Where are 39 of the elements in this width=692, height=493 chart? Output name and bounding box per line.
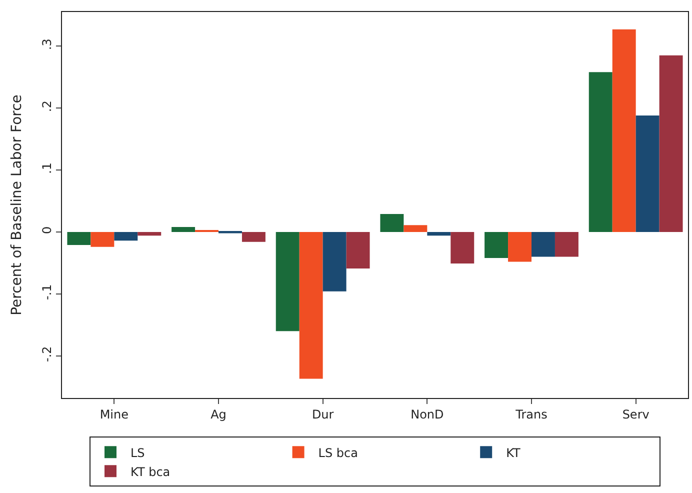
bar [508, 232, 532, 262]
bar [322, 232, 346, 292]
legend-label: LS bca [318, 446, 358, 460]
bar [588, 72, 612, 232]
bar [346, 232, 370, 269]
bar [172, 227, 196, 232]
bar [299, 232, 323, 379]
y-tick-label: -.1 [40, 284, 54, 300]
y-tick-label: .3 [40, 38, 54, 50]
y-tick-label: .2 [40, 100, 54, 112]
bar [242, 232, 266, 242]
x-tick-label: Ag [210, 407, 226, 422]
x-tick-label: Trans [514, 407, 548, 422]
bar [659, 55, 683, 232]
y-axis-title: Percent of Baseline Labor Force [8, 94, 25, 316]
x-tick-label: Mine [100, 407, 129, 422]
x-tick-label: Serv [622, 407, 650, 422]
bar [484, 232, 508, 258]
bar [612, 29, 636, 232]
bar [114, 232, 138, 241]
bar [450, 232, 474, 264]
bar [380, 214, 404, 232]
bar [276, 232, 300, 332]
bar [427, 232, 451, 236]
bar [404, 225, 428, 232]
bar [138, 232, 162, 236]
y-tick-label: 0 [40, 226, 54, 234]
bar [636, 115, 660, 232]
bar [90, 232, 114, 247]
legend-label: KT [506, 446, 522, 460]
x-tick-label: NonD [410, 407, 444, 422]
bar [554, 232, 578, 257]
bar [67, 232, 91, 245]
x-tick-label: Dur [312, 407, 334, 422]
y-tick-label: -.2 [40, 346, 54, 362]
legend-label: KT bca [130, 464, 170, 479]
bar [532, 232, 555, 257]
legend-label: LS [130, 446, 145, 460]
y-tick-label: .1 [40, 162, 54, 174]
